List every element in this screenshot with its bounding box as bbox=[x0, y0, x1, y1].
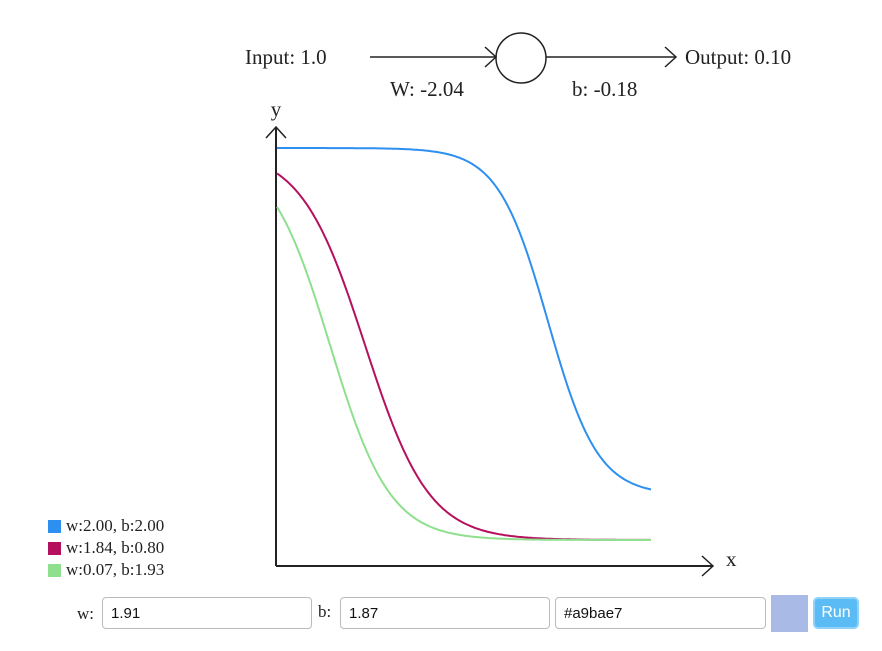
run-button[interactable]: Run bbox=[813, 597, 859, 629]
y-axis-head bbox=[265, 125, 287, 139]
b-input[interactable]: 1.87 bbox=[340, 597, 550, 629]
legend: w:2.00, b:2.00 w:1.84, b:0.80 w:0.07, b:1.… bbox=[48, 516, 164, 579]
legend-swatch bbox=[48, 564, 61, 577]
legend-swatch bbox=[48, 520, 61, 533]
x-axis-label: x bbox=[726, 547, 737, 571]
color-input[interactable]: #a9bae7 bbox=[555, 597, 766, 629]
bias-label: b: -0.18 bbox=[572, 77, 637, 101]
neuron bbox=[495, 32, 547, 84]
color-preview bbox=[771, 595, 808, 632]
input-label: Input: 1.0 bbox=[245, 45, 327, 69]
w-input[interactable]: 1.91 bbox=[102, 597, 312, 629]
legend-label: w:2.00, b:2.00 bbox=[66, 516, 164, 535]
curve bbox=[276, 206, 651, 541]
w-label: w: bbox=[77, 604, 94, 623]
weight-label: W: -2.04 bbox=[390, 77, 464, 101]
b-label: b: bbox=[318, 602, 332, 621]
legend-label: w:1.84, b:0.80 bbox=[66, 538, 164, 557]
curves bbox=[276, 147, 652, 541]
output-label: Output: 0.10 bbox=[685, 45, 791, 69]
arrow-head bbox=[664, 46, 678, 68]
y-axis-label: y bbox=[271, 97, 282, 121]
legend-swatch bbox=[48, 542, 61, 555]
x-axis-head bbox=[701, 555, 715, 577]
curve bbox=[277, 147, 652, 491]
legend-label: w:0.07, b:1.93 bbox=[66, 560, 164, 579]
